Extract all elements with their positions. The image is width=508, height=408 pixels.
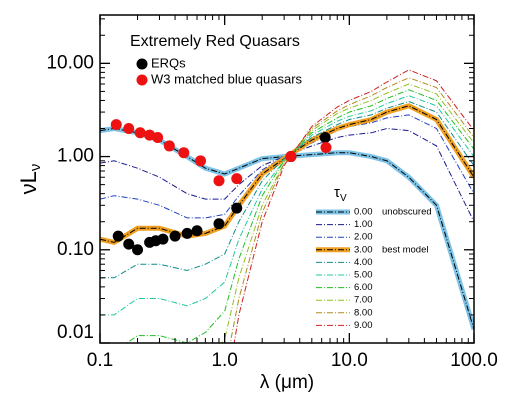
data-point	[231, 173, 243, 185]
data-point	[213, 218, 225, 230]
legend-note: best model	[382, 244, 428, 255]
y-tick-label: 10.00	[46, 52, 94, 73]
y-tick-label: 0.10	[57, 239, 94, 260]
data-point	[191, 225, 203, 237]
model-curve	[233, 69, 474, 343]
data-point	[132, 244, 144, 256]
legend-label: ERQs	[151, 55, 186, 70]
model-curve	[100, 114, 474, 219]
y-axis-label: νLν	[16, 164, 44, 195]
data-point	[181, 227, 193, 239]
x-tick-label: 100.0	[450, 350, 498, 371]
y-tick-label: 1.00	[57, 146, 94, 167]
legend-label: 9.00	[354, 320, 373, 331]
x-tick-label: 0.1	[87, 350, 113, 371]
data-point	[112, 230, 124, 242]
data-point	[123, 238, 135, 250]
data-point	[123, 122, 135, 134]
plot-area	[100, 69, 474, 343]
data-point	[134, 127, 146, 139]
legend-marker	[136, 74, 148, 86]
legend-label: 0.00	[354, 207, 373, 218]
y-axis-label-main: νL	[16, 171, 41, 194]
data-point	[163, 140, 175, 152]
data-point	[157, 233, 169, 245]
legend-label: 7.00	[354, 295, 373, 306]
data-point	[320, 142, 332, 154]
x-axis-label: λ (μm)	[260, 372, 314, 393]
data-point	[285, 151, 297, 163]
data-point	[169, 230, 181, 242]
legend-label: 4.00	[354, 257, 373, 268]
plot-frame	[99, 14, 475, 344]
legend-label: 8.00	[354, 307, 373, 318]
chart-title: Extremely Red Quasars	[130, 33, 300, 50]
legend-title-sub: V	[340, 193, 347, 204]
data-point	[231, 202, 243, 214]
model-curve	[100, 100, 474, 279]
legend-label: W3 matched blue quasars	[151, 71, 303, 86]
data-point	[178, 147, 190, 159]
data-point	[195, 155, 207, 167]
model-curve	[126, 89, 474, 343]
model-curve	[100, 103, 474, 246]
model-curve	[229, 77, 474, 343]
x-tick-label: 1.0	[211, 350, 237, 371]
model-curve-core	[100, 105, 474, 243]
data-point	[110, 119, 122, 131]
model-curve	[100, 95, 474, 316]
data-point	[152, 132, 164, 144]
data-point	[213, 175, 225, 187]
legend-title-main: τ	[334, 184, 340, 201]
x-tick-label: 10.0	[331, 350, 368, 371]
legend-label: 5.00	[354, 270, 373, 281]
legend-label: 1.00	[354, 219, 373, 230]
legend-title: τV	[334, 184, 347, 204]
legend-note: unobscured	[382, 207, 432, 218]
data-point	[319, 132, 331, 144]
y-axis-label-sub: ν	[27, 164, 44, 172]
y-tick-label: 0.01	[57, 322, 94, 343]
legend-label: 6.00	[354, 282, 373, 293]
legend-marker	[136, 58, 148, 70]
model-curve	[100, 127, 474, 222]
legend-label: 3.00	[354, 244, 373, 255]
legend-label: 2.00	[354, 232, 373, 243]
